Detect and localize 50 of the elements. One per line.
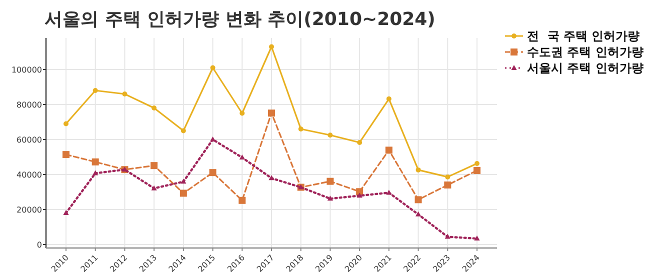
point <box>386 190 392 195</box>
point <box>92 170 98 176</box>
point <box>474 236 480 241</box>
point <box>180 190 187 197</box>
point <box>64 121 68 126</box>
point <box>180 178 186 184</box>
point <box>416 167 421 172</box>
point <box>474 166 480 174</box>
point <box>328 132 333 138</box>
y-tick-label: 0 <box>36 240 42 250</box>
point <box>122 92 128 96</box>
y-tick-label: 100000 <box>11 66 42 74</box>
point <box>298 126 304 132</box>
point <box>152 106 157 110</box>
point <box>62 151 70 158</box>
point <box>444 234 450 239</box>
point <box>209 169 216 176</box>
point <box>269 44 274 50</box>
point <box>63 210 69 215</box>
point <box>327 196 334 201</box>
y-tick-label: 40000 <box>16 170 42 180</box>
point <box>444 182 452 188</box>
point <box>326 178 334 185</box>
point <box>238 196 246 204</box>
point <box>385 146 392 154</box>
y-tick-label: 80000 <box>16 100 42 110</box>
point <box>92 158 99 166</box>
legend-label: 전 국 주택 인허가량 <box>527 29 640 43</box>
point <box>445 174 450 180</box>
chart-title: 서울의 주택 인허가량 변화 추이(2010~2024) <box>44 9 436 30</box>
y-tick-label: 20000 <box>16 206 42 214</box>
point <box>151 185 157 190</box>
y-tick-label: 60000 <box>16 136 42 144</box>
point <box>240 110 245 116</box>
point <box>268 175 274 180</box>
point <box>356 192 362 198</box>
point <box>474 160 480 166</box>
point <box>210 65 216 70</box>
point <box>415 211 422 216</box>
point <box>180 128 186 134</box>
point <box>357 140 362 145</box>
legend-label: 수도권 주택 인허가량 <box>527 45 644 59</box>
point <box>356 188 364 196</box>
point <box>268 110 275 117</box>
point <box>239 154 245 160</box>
point <box>386 96 392 102</box>
point <box>414 196 422 204</box>
point <box>150 162 158 170</box>
point <box>92 88 98 93</box>
legend-label: 서울시 주택 인허가량 <box>527 61 644 75</box>
